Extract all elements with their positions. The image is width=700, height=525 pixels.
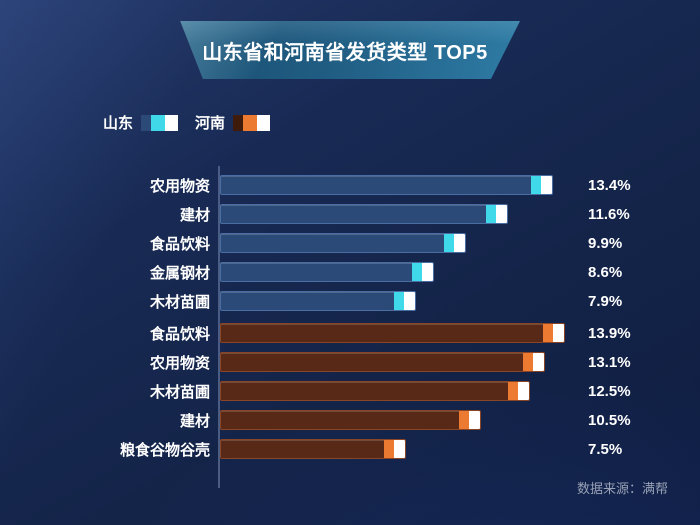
legend-item-henan: 河南 <box>195 112 271 133</box>
category-label: 木材苗圃 <box>149 383 210 401</box>
bar-row: 粮食谷物谷壳 7.5% <box>0 439 700 459</box>
bar-tip-segment <box>496 205 507 223</box>
value-label: 9.9% <box>588 234 623 252</box>
category-label: 建材 <box>179 206 210 224</box>
bar-row: 农用物资 13.1% <box>0 352 700 372</box>
bar-track <box>220 233 580 253</box>
category-label: 粮食谷物谷壳 <box>119 441 210 459</box>
bar-track <box>220 439 580 459</box>
bar-accent-segment <box>508 382 519 400</box>
bar-accent-segment <box>394 292 405 310</box>
bar-row: 食品饮料 13.9% <box>0 323 700 343</box>
bar-tip-segment <box>518 382 530 400</box>
bar-accent-segment <box>543 324 554 342</box>
bar-row: 木材苗圃 7.9% <box>0 291 700 311</box>
legend-label-shandong: 山东 <box>103 115 134 132</box>
category-label: 木材苗圃 <box>149 293 210 311</box>
category-label: 金属钢材 <box>149 264 210 282</box>
value-label: 13.4% <box>588 176 631 194</box>
value-label: 7.5% <box>588 440 623 458</box>
value-label: 13.1% <box>588 353 631 371</box>
bar-group-shandong: 农用物资 13.4% 建材 11.6% 食品饮料 9.9% 金属钢材 8.6% 木材苗圃 7.9% <box>0 175 700 311</box>
bar-henan <box>220 439 407 459</box>
bar-tip-segment <box>394 440 406 458</box>
bar-shandong <box>220 233 466 253</box>
bar-henan <box>220 381 531 401</box>
bar-tip-segment <box>540 176 552 194</box>
bar-track <box>220 175 580 195</box>
bar-row: 金属钢材 8.6% <box>0 262 700 282</box>
bar-tip-segment <box>533 353 545 371</box>
bar-track <box>220 323 580 343</box>
swatch-accent-segment <box>151 114 166 131</box>
bar-row: 建材 10.5% <box>0 410 700 430</box>
bar-track <box>220 291 580 311</box>
bar-row: 建材 11.6% <box>0 204 700 224</box>
category-label: 农用物资 <box>149 354 210 372</box>
value-label: 10.5% <box>588 411 631 429</box>
bar-track <box>220 352 580 372</box>
bar-accent-segment <box>443 234 454 252</box>
bar-row: 食品饮料 9.9% <box>0 233 700 253</box>
legend-item-shandong: 山东 <box>103 112 179 133</box>
bar-shandong <box>220 291 417 311</box>
bar-track <box>220 381 580 401</box>
bar-accent-segment <box>523 353 534 371</box>
legend: 山东 河南 <box>103 112 271 133</box>
bar-henan <box>220 323 566 343</box>
bar-track <box>220 262 580 282</box>
bar-shandong <box>220 204 508 224</box>
swatch-white-segment <box>257 114 271 131</box>
bar-track <box>220 204 580 224</box>
bar-accent-segment <box>486 205 496 223</box>
bar-chart: 农用物资 13.4% 建材 11.6% 食品饮料 9.9% 金属钢材 8.6% 木材苗圃 7.9%… <box>0 175 700 468</box>
bar-shandong <box>220 175 553 195</box>
bar-tip-segment <box>404 292 416 310</box>
value-label: 8.6% <box>588 263 623 281</box>
chart-title: 山东省和河南省发货类型 TOP5 <box>202 41 488 64</box>
bar-accent-segment <box>411 263 422 281</box>
bar-tip-segment <box>453 234 465 252</box>
category-label: 农用物资 <box>149 177 210 195</box>
bar-row: 木材苗圃 12.5% <box>0 381 700 401</box>
value-label: 11.6% <box>588 205 630 223</box>
legend-swatch-henan-icon <box>233 114 271 131</box>
bar-row: 农用物资 13.4% <box>0 175 700 195</box>
bar-accent-segment <box>530 176 541 194</box>
category-label: 食品饮料 <box>149 325 210 343</box>
data-source: 数据来源：满帮 <box>576 481 668 496</box>
swatch-dark-segment <box>233 114 244 131</box>
bar-henan <box>220 410 481 430</box>
category-label: 建材 <box>179 412 210 430</box>
legend-swatch-shandong-icon <box>141 114 179 131</box>
bar-shandong <box>220 262 434 282</box>
title-banner: 山东省和河南省发货类型 TOP5 <box>180 21 520 79</box>
bar-accent-segment <box>384 440 395 458</box>
bar-track <box>220 410 580 430</box>
bar-tip-segment <box>421 263 433 281</box>
value-label: 12.5% <box>588 382 631 400</box>
value-label: 13.9% <box>588 324 631 342</box>
legend-label-henan: 河南 <box>195 115 226 132</box>
bar-accent-segment <box>458 411 469 429</box>
swatch-dark-segment <box>141 114 152 131</box>
value-label: 7.9% <box>588 292 623 310</box>
bar-henan <box>220 352 546 372</box>
bar-tip-segment <box>468 411 480 429</box>
swatch-accent-segment <box>243 114 258 131</box>
bar-group-henan: 食品饮料 13.9% 农用物资 13.1% 木材苗圃 12.5% 建材 10.5% 粮食谷物谷壳… <box>0 323 700 459</box>
category-label: 食品饮料 <box>149 235 210 253</box>
swatch-white-segment <box>165 114 179 131</box>
bar-tip-segment <box>553 324 565 342</box>
y-axis-line <box>218 166 220 488</box>
